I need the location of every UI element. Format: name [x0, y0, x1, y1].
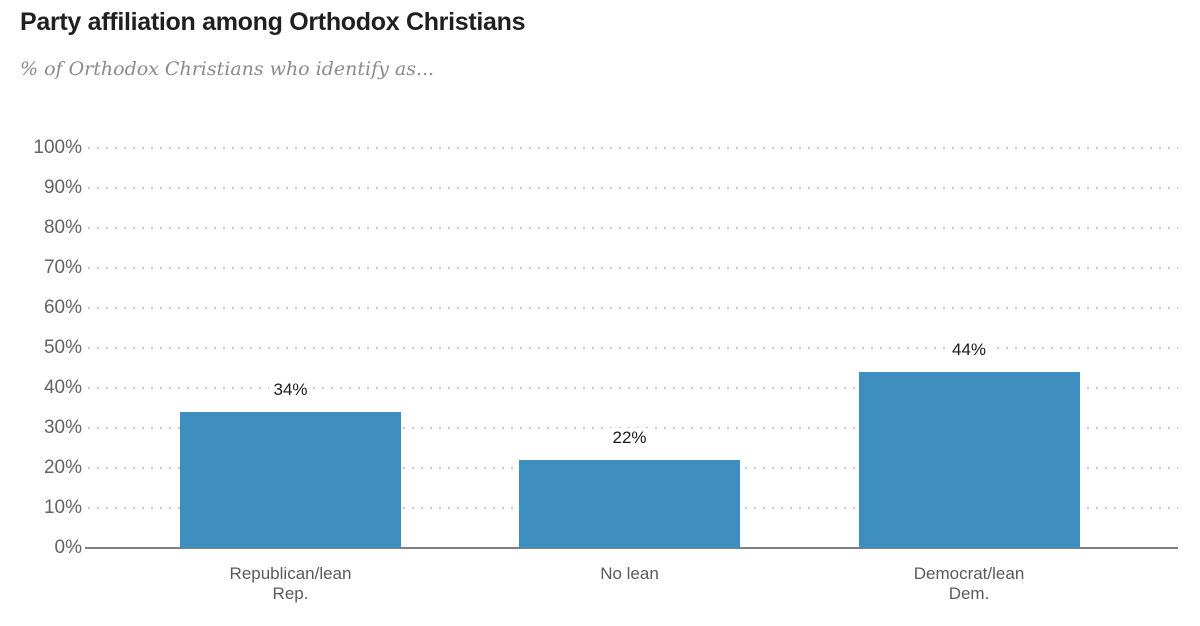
bar	[858, 372, 1080, 548]
y-axis-tick: 80%	[43, 217, 82, 238]
y-axis-tick: 70%	[43, 257, 82, 278]
chart-subtitle: % of Orthodox Christians who identify as…	[20, 58, 435, 80]
x-axis-category-label: Democrat/lean Dem.	[913, 564, 1025, 603]
gridline	[88, 347, 1178, 349]
x-axis-line	[85, 547, 1178, 549]
chart-title: Party affiliation among Orthodox Christi…	[20, 8, 526, 36]
bar-value-label: 22%	[607, 428, 652, 448]
y-axis-tick: 90%	[43, 177, 82, 198]
y-axis-tick: 60%	[43, 297, 82, 318]
y-axis-tick: 30%	[43, 417, 82, 438]
bar-value-label: 34%	[268, 380, 313, 400]
gridline	[88, 267, 1178, 269]
y-axis-tick: 20%	[43, 457, 82, 478]
y-axis-tick: 100%	[33, 137, 82, 158]
y-axis-tick: 50%	[43, 337, 82, 358]
y-axis-tick: 10%	[43, 497, 82, 518]
y-axis-tick: 0%	[54, 537, 82, 558]
bar	[519, 460, 740, 548]
x-axis-category-label: No lean	[600, 564, 659, 583]
gridline	[88, 387, 1178, 389]
gridline	[88, 227, 1178, 229]
bar-value-label: 44%	[946, 340, 992, 360]
gridline	[88, 147, 1178, 149]
gridline	[88, 187, 1178, 189]
bar	[180, 412, 401, 548]
y-axis-tick: 40%	[43, 377, 82, 398]
gridline	[88, 307, 1178, 309]
x-axis-category-label: Republican/lean Rep.	[229, 564, 352, 603]
